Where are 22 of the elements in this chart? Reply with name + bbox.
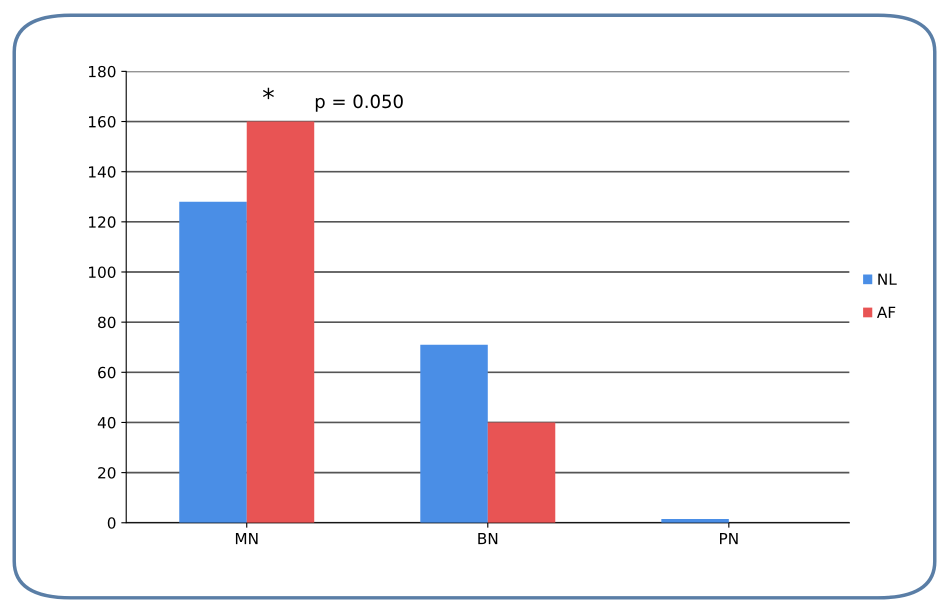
annotation: * (262, 88, 274, 100)
annotation: p = 0.050 (316, 94, 403, 112)
y-tick-label: 0 (108, 517, 116, 529)
y-tick-label: 160 (89, 116, 116, 128)
x-tick-label: BN (478, 532, 498, 544)
y-tick-label: 60 (98, 366, 116, 378)
x-tick-label: MN (236, 532, 258, 544)
y-tick-label: 140 (89, 166, 116, 178)
bar (420, 344, 488, 523)
x-tick-label: PN (720, 532, 738, 544)
y-tick-label: 100 (89, 266, 116, 278)
y-tick-label: 80 (98, 316, 116, 328)
y-tick-label: 120 (89, 216, 116, 228)
y-tick-label: 180 (89, 66, 116, 78)
y-tick-label: 20 (98, 467, 116, 479)
y-tick-label: 40 (98, 416, 116, 428)
bar (661, 519, 729, 523)
bar (179, 202, 247, 523)
bar (246, 122, 314, 523)
legend-label: AF (876, 306, 896, 318)
bar (488, 422, 556, 523)
legend-label: NL (878, 274, 897, 285)
